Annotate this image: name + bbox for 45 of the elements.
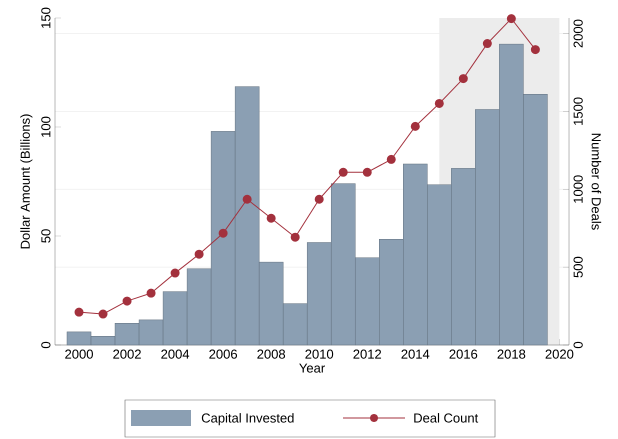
point — [74, 308, 84, 317]
y2-tick-label: 2000 — [574, 20, 583, 48]
y-tick-label: 0 — [41, 342, 50, 348]
y2-tick-label: 500 — [574, 256, 583, 278]
y-tick-label: 50 — [41, 229, 50, 243]
y2-tick-label: 0 — [574, 342, 583, 348]
legend-label: Capital Invested — [202, 413, 294, 426]
point — [482, 39, 492, 48]
point — [98, 310, 108, 319]
point — [434, 98, 444, 108]
y2-tick-label: 1000 — [574, 175, 583, 203]
legend-label: Deal Count — [414, 413, 478, 423]
point — [290, 232, 300, 242]
point — [410, 122, 420, 131]
y-axis-title: Dollar Amount (Billions) — [20, 114, 32, 248]
x-tick-label: 2004 — [161, 350, 190, 359]
y2-axis-title: Number of Deals — [592, 134, 602, 230]
x-tick-label: 2008 — [257, 350, 286, 359]
point — [338, 168, 348, 177]
x-tick-label: 2002 — [113, 350, 141, 359]
y-tick-label: 150 — [41, 8, 50, 28]
x-tick-label: 2014 — [401, 350, 430, 359]
point — [458, 74, 468, 84]
y-tick-label: 100 — [41, 116, 50, 137]
point — [218, 228, 228, 238]
x-tick-label: 2010 — [305, 350, 334, 359]
point — [506, 14, 516, 24]
point — [362, 168, 372, 177]
point — [386, 154, 396, 164]
x-tick-label: 2006 — [209, 350, 238, 359]
point — [146, 288, 156, 298]
point — [314, 194, 324, 204]
x-tick-label: 2016 — [450, 350, 478, 359]
x-tick-label: 2018 — [498, 350, 526, 359]
point — [170, 268, 180, 278]
y2-tick-label: 1500 — [574, 97, 583, 125]
x-tick-label: 2012 — [353, 350, 382, 359]
x-tick-label: 2020 — [546, 350, 574, 359]
point — [242, 194, 252, 204]
point — [530, 45, 540, 54]
point — [194, 250, 204, 259]
point — [122, 296, 132, 306]
point — [266, 214, 276, 223]
x-axis-title: Year — [299, 364, 325, 373]
x-tick-label: 2000 — [65, 350, 93, 359]
